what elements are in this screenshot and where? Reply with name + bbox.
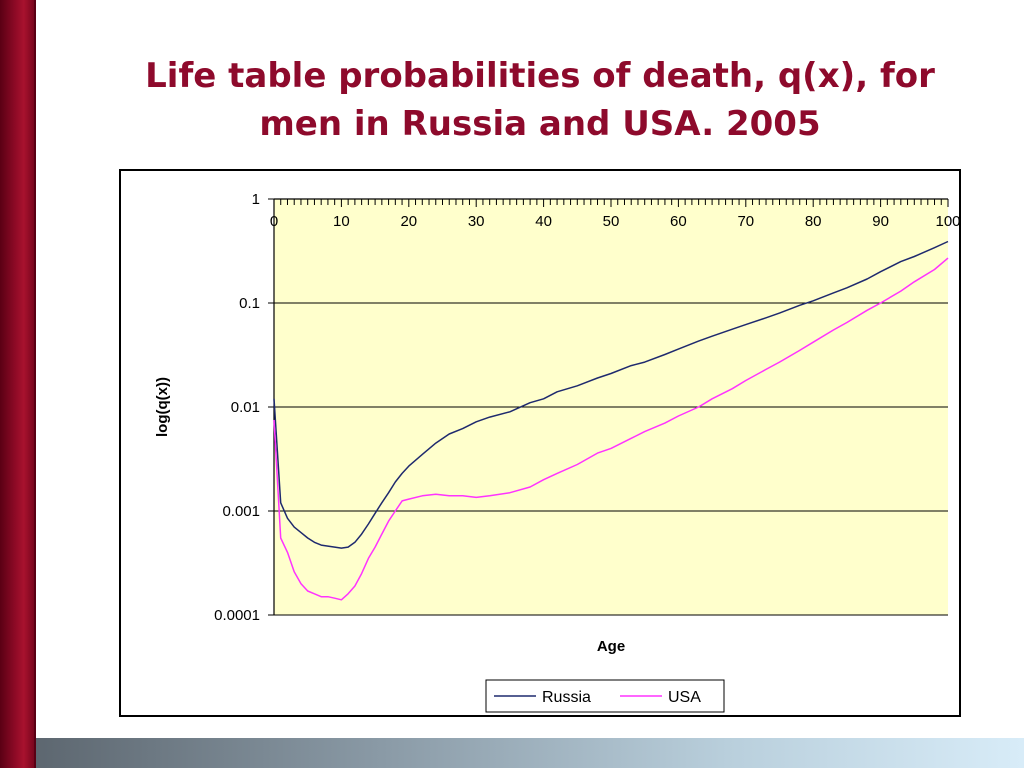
y-axis-title: log(q(x)): [154, 377, 171, 437]
x-tick-label-6: 60: [670, 213, 687, 230]
slide-title: Life table probabilities of death, q(x),…: [100, 52, 980, 148]
x-tick-label-3: 30: [468, 213, 485, 230]
x-tick-label-10: 100: [935, 213, 959, 230]
x-axis-title: Age: [597, 638, 625, 655]
y-tick-label-3: 0.001: [222, 503, 260, 520]
y-tick-label-2: 0.01: [231, 399, 260, 416]
series: [273, 240, 949, 601]
legend: Russia USA: [485, 679, 725, 713]
left-accent-divider: [34, 0, 36, 768]
x-tick-label-9: 90: [872, 213, 889, 230]
legend-label-russia: Russia: [542, 689, 591, 706]
bottom-gradient-bar: [36, 738, 1024, 768]
x-tick-label-0: 0: [270, 213, 278, 230]
y-tick-label-1: 0.1: [239, 295, 260, 312]
x-tick-label-8: 80: [805, 213, 822, 230]
left-accent-bar: [0, 0, 34, 768]
x-tick-label-5: 50: [603, 213, 620, 230]
x-tick-label-2: 20: [400, 213, 417, 230]
title-line-2: men in Russia and USA. 2005: [259, 104, 821, 144]
x-tick-label-7: 70: [737, 213, 754, 230]
series-line-russia: [273, 240, 949, 549]
title-line-1: Life table probabilities of death, q(x),…: [145, 56, 935, 96]
x-tick-label-1: 10: [333, 213, 350, 230]
chart: 1 0.1 0.01 0.001 0.0001 0 10 20 30 40 50 60 70 80 90 10…: [154, 191, 959, 713]
y-tick-label-4: 0.0001: [214, 607, 260, 624]
y-tick-label-0: 1: [252, 191, 260, 208]
legend-label-usa: USA: [668, 689, 701, 706]
tick-labels: 1 0.1 0.01 0.001 0.0001 0 10 20 30 40 50 60 70 80 90 10…: [214, 191, 959, 624]
chart-frame: 1 0.1 0.01 0.001 0.0001 0 10 20 30 40 50 60 70 80 90 10…: [119, 169, 961, 717]
x-tick-label-4: 40: [535, 213, 552, 230]
series-line-usa: [273, 257, 949, 601]
